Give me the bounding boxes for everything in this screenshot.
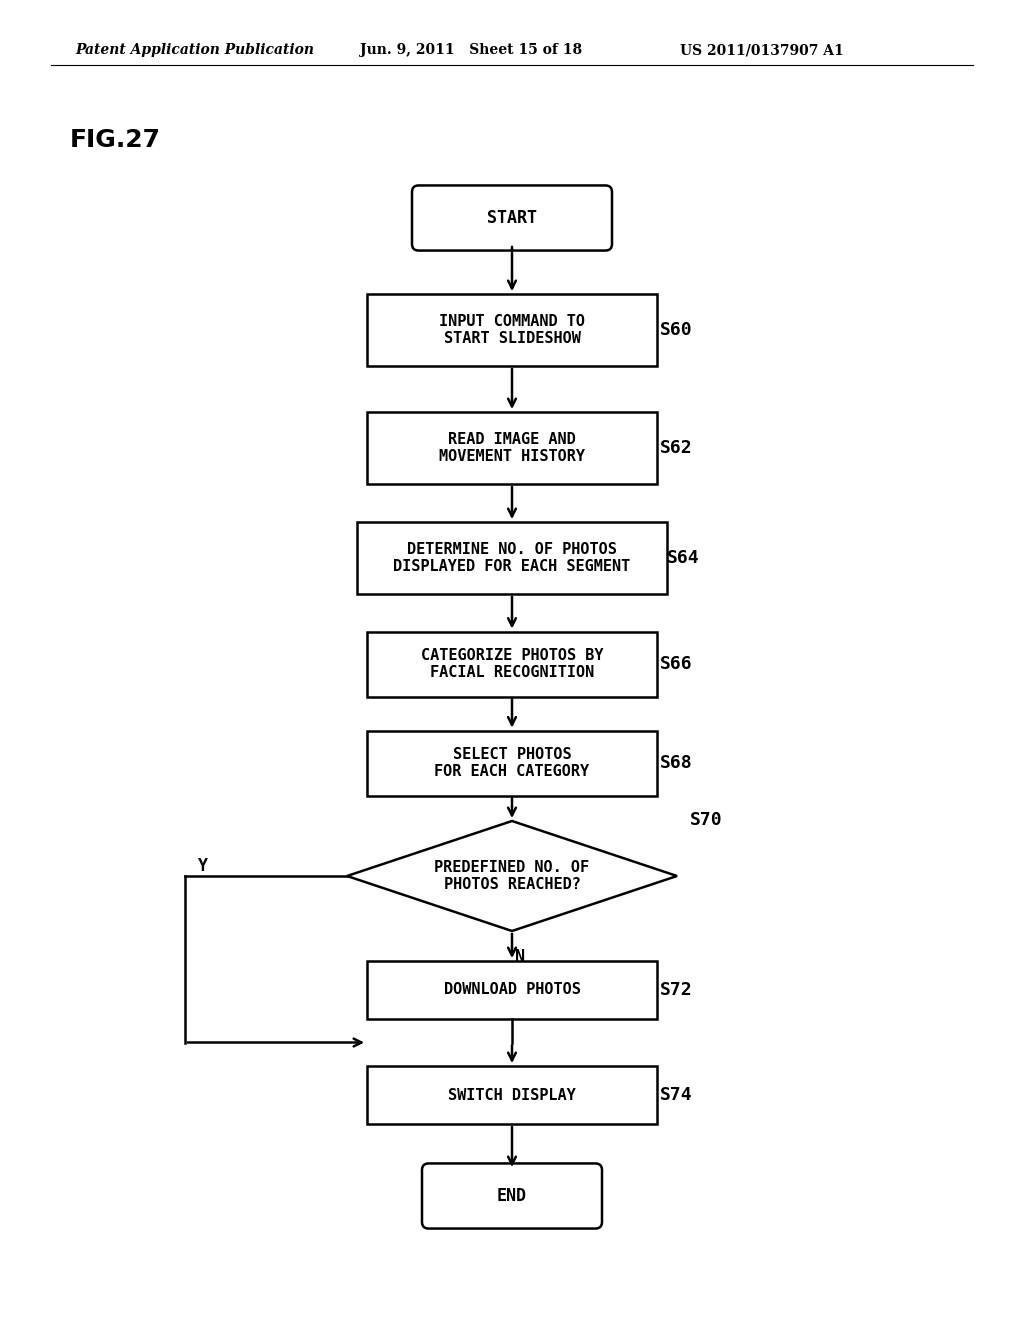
Text: READ IMAGE AND
MOVEMENT HISTORY: READ IMAGE AND MOVEMENT HISTORY — [439, 432, 585, 465]
Text: S72: S72 — [660, 981, 692, 999]
Text: S68: S68 — [660, 754, 692, 772]
Bar — [367, 412, 657, 484]
Text: Y: Y — [198, 857, 208, 875]
Bar — [367, 294, 657, 366]
Text: S64: S64 — [667, 549, 699, 568]
Polygon shape — [347, 821, 677, 931]
Text: S66: S66 — [660, 655, 692, 673]
Bar — [367, 1067, 657, 1125]
Text: SWITCH DISPLAY: SWITCH DISPLAY — [449, 1088, 575, 1102]
Text: CATEGORIZE PHOTOS BY
FACIAL RECOGNITION: CATEGORIZE PHOTOS BY FACIAL RECOGNITION — [421, 648, 603, 680]
Text: US 2011/0137907 A1: US 2011/0137907 A1 — [680, 44, 844, 57]
Text: END: END — [497, 1187, 527, 1205]
Text: DOWNLOAD PHOTOS: DOWNLOAD PHOTOS — [443, 982, 581, 998]
Text: PREDEFINED NO. OF
PHOTOS REACHED?: PREDEFINED NO. OF PHOTOS REACHED? — [434, 859, 590, 892]
Text: S70: S70 — [690, 810, 723, 829]
Text: S74: S74 — [660, 1086, 692, 1104]
Text: FIG.27: FIG.27 — [70, 128, 161, 152]
Text: Patent Application Publication: Patent Application Publication — [75, 44, 314, 57]
Text: DETERMINE NO. OF PHOTOS
DISPLAYED FOR EACH SEGMENT: DETERMINE NO. OF PHOTOS DISPLAYED FOR EA… — [393, 541, 631, 574]
Bar — [367, 961, 657, 1019]
Text: INPUT COMMAND TO
START SLIDESHOW: INPUT COMMAND TO START SLIDESHOW — [439, 314, 585, 346]
Text: N: N — [515, 948, 525, 966]
Text: S62: S62 — [660, 440, 692, 457]
Bar — [367, 631, 657, 697]
FancyBboxPatch shape — [422, 1163, 602, 1229]
Bar — [357, 521, 667, 594]
Text: S60: S60 — [660, 321, 692, 339]
Text: SELECT PHOTOS
FOR EACH CATEGORY: SELECT PHOTOS FOR EACH CATEGORY — [434, 747, 590, 779]
Text: Jun. 9, 2011   Sheet 15 of 18: Jun. 9, 2011 Sheet 15 of 18 — [360, 44, 582, 57]
FancyBboxPatch shape — [412, 185, 612, 251]
Text: START: START — [487, 209, 537, 227]
Bar — [367, 730, 657, 796]
